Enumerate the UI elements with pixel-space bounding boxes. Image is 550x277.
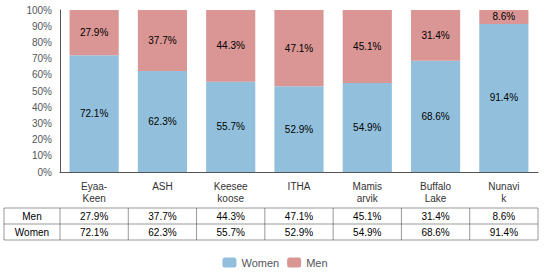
svg-text:Men: Men xyxy=(306,257,327,269)
svg-text:50%: 50% xyxy=(32,86,52,97)
svg-text:90%: 90% xyxy=(32,21,52,32)
svg-text:44.3%: 44.3% xyxy=(217,211,245,222)
svg-text:72.1%: 72.1% xyxy=(80,108,108,119)
svg-text:ITHA: ITHA xyxy=(288,181,311,192)
svg-text:91.4%: 91.4% xyxy=(490,227,518,238)
svg-text:54.9%: 54.9% xyxy=(353,227,381,238)
svg-text:60%: 60% xyxy=(32,69,52,80)
svg-text:91.4%: 91.4% xyxy=(490,92,518,103)
svg-text:52.9%: 52.9% xyxy=(285,227,313,238)
svg-text:31.4%: 31.4% xyxy=(421,30,449,41)
svg-text:47.1%: 47.1% xyxy=(285,211,313,222)
svg-text:Mamis: Mamis xyxy=(353,181,382,192)
svg-text:68.6%: 68.6% xyxy=(421,111,449,122)
svg-text:44.3%: 44.3% xyxy=(217,40,245,51)
svg-text:k: k xyxy=(501,193,507,204)
svg-text:47.1%: 47.1% xyxy=(285,43,313,54)
svg-text:55.7%: 55.7% xyxy=(217,121,245,132)
svg-text:62.3%: 62.3% xyxy=(148,227,176,238)
svg-text:Keesee: Keesee xyxy=(214,181,248,192)
svg-text:40%: 40% xyxy=(32,102,52,113)
svg-text:31.4%: 31.4% xyxy=(421,211,449,222)
svg-text:arvik: arvik xyxy=(357,193,379,204)
svg-text:52.9%: 52.9% xyxy=(285,124,313,135)
svg-text:Buffalo: Buffalo xyxy=(420,181,451,192)
svg-text:45.1%: 45.1% xyxy=(353,211,381,222)
svg-text:62.3%: 62.3% xyxy=(148,116,176,127)
svg-text:68.6%: 68.6% xyxy=(421,227,449,238)
svg-text:80%: 80% xyxy=(32,37,52,48)
svg-text:8.6%: 8.6% xyxy=(492,11,515,22)
svg-text:54.9%: 54.9% xyxy=(353,122,381,133)
svg-text:20%: 20% xyxy=(32,134,52,145)
svg-text:30%: 30% xyxy=(32,118,52,129)
svg-text:45.1%: 45.1% xyxy=(353,41,381,52)
svg-text:27.9%: 27.9% xyxy=(80,27,108,38)
svg-text:70%: 70% xyxy=(32,53,52,64)
svg-text:0%: 0% xyxy=(38,167,53,178)
svg-text:8.6%: 8.6% xyxy=(492,211,515,222)
svg-text:10%: 10% xyxy=(32,150,52,161)
svg-text:27.9%: 27.9% xyxy=(80,211,108,222)
svg-text:55.7%: 55.7% xyxy=(217,227,245,238)
svg-text:37.7%: 37.7% xyxy=(148,211,176,222)
svg-text:Nunavi: Nunavi xyxy=(488,181,519,192)
svg-text:Men: Men xyxy=(22,211,41,222)
svg-text:Women: Women xyxy=(15,227,49,238)
svg-text:Keen: Keen xyxy=(82,193,105,204)
svg-text:72.1%: 72.1% xyxy=(80,227,108,238)
svg-text:Women: Women xyxy=(241,257,279,269)
svg-text:ASH: ASH xyxy=(152,181,173,192)
svg-text:Lake: Lake xyxy=(425,193,447,204)
svg-text:100%: 100% xyxy=(26,5,52,16)
svg-text:37.7%: 37.7% xyxy=(148,35,176,46)
svg-text:koose: koose xyxy=(217,193,244,204)
svg-text:Eyaa-: Eyaa- xyxy=(81,181,107,192)
